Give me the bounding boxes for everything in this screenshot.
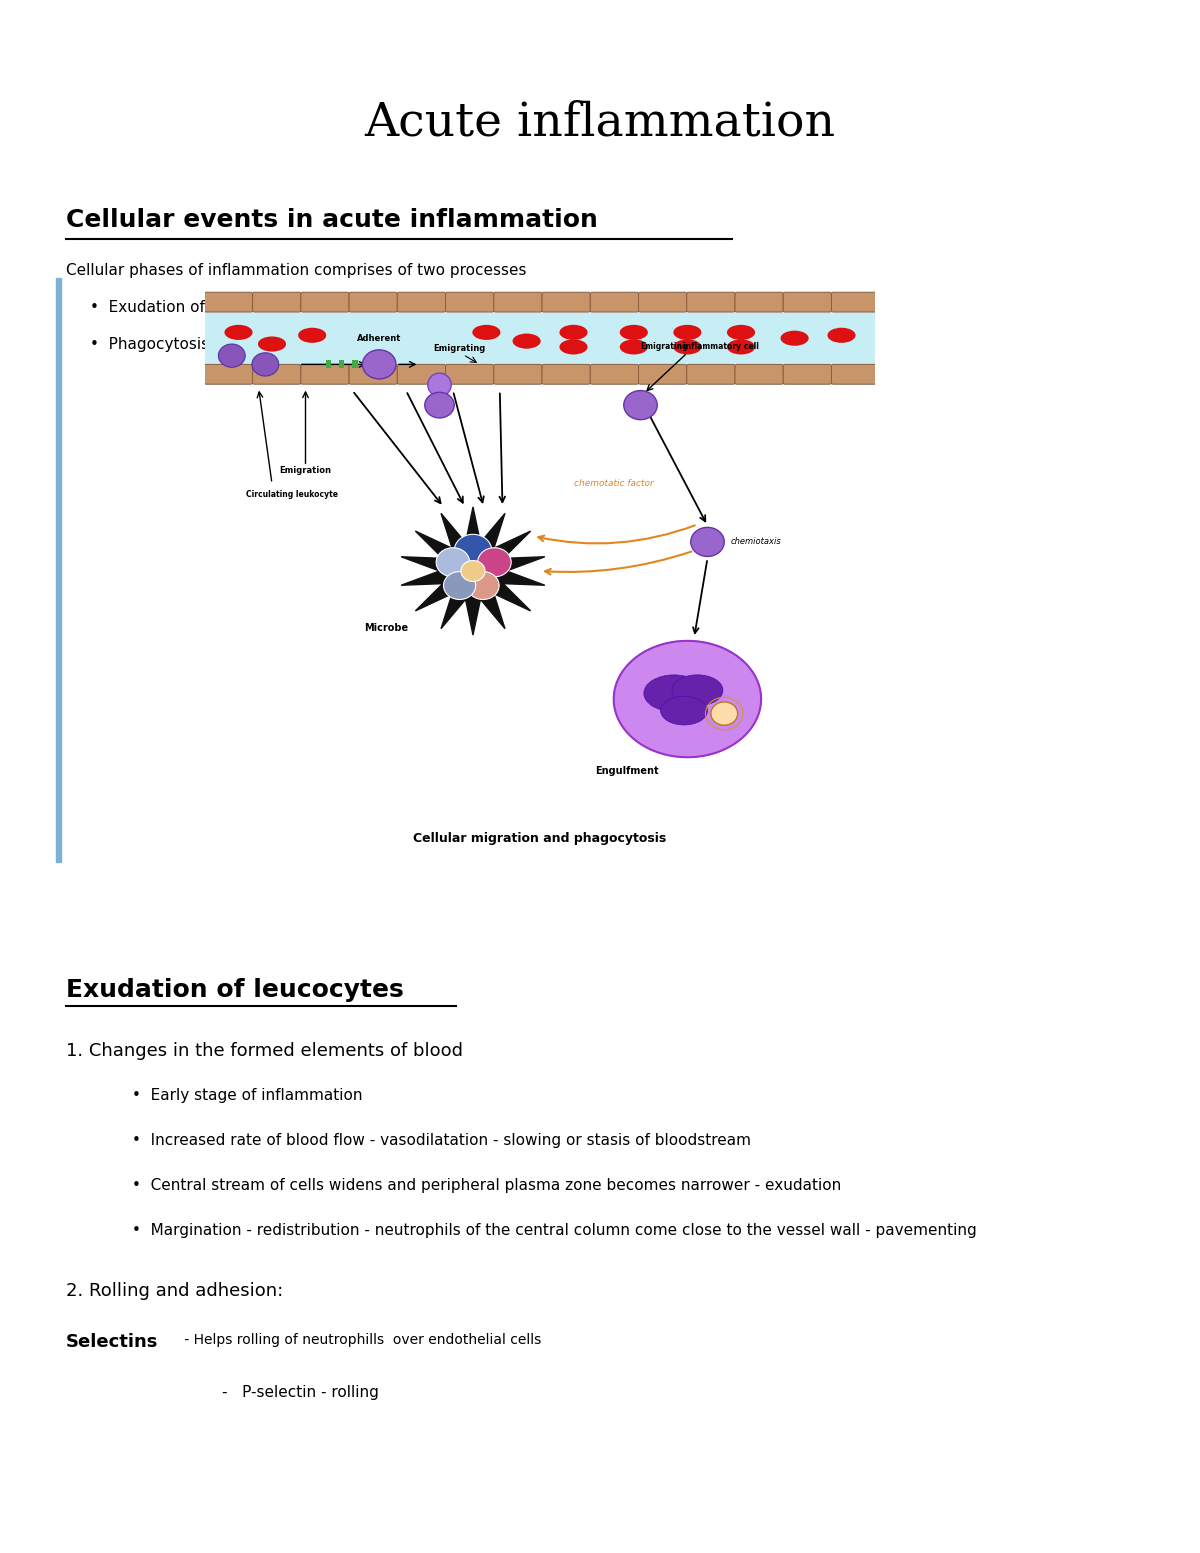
FancyBboxPatch shape — [204, 292, 252, 312]
Circle shape — [436, 548, 469, 576]
Bar — [56, 278, 61, 862]
Circle shape — [444, 572, 475, 599]
FancyBboxPatch shape — [734, 365, 784, 384]
Text: chemiotaxis: chemiotaxis — [731, 537, 781, 547]
Polygon shape — [401, 506, 545, 635]
Circle shape — [455, 534, 492, 567]
Circle shape — [478, 548, 511, 576]
Text: •  Early stage of inflammation: • Early stage of inflammation — [132, 1089, 362, 1103]
Circle shape — [362, 349, 396, 379]
Circle shape — [691, 528, 725, 556]
Text: Acute inflammation: Acute inflammation — [365, 99, 835, 146]
Text: •  Increased rate of blood flow - vasodilatation - slowing or stasis of bloodstr: • Increased rate of blood flow - vasodil… — [132, 1134, 751, 1148]
FancyBboxPatch shape — [301, 292, 349, 312]
FancyBboxPatch shape — [686, 292, 734, 312]
Text: Engulfment: Engulfment — [595, 766, 659, 776]
FancyBboxPatch shape — [301, 365, 349, 384]
Circle shape — [252, 353, 278, 376]
FancyBboxPatch shape — [349, 292, 397, 312]
FancyBboxPatch shape — [686, 365, 734, 384]
Ellipse shape — [661, 696, 708, 725]
Text: Emigrating: Emigrating — [433, 343, 486, 353]
FancyBboxPatch shape — [204, 365, 252, 384]
FancyBboxPatch shape — [542, 365, 590, 384]
Ellipse shape — [427, 373, 451, 396]
FancyBboxPatch shape — [445, 292, 493, 312]
Circle shape — [218, 345, 245, 368]
Bar — [325, 360, 331, 368]
FancyBboxPatch shape — [542, 292, 590, 312]
FancyBboxPatch shape — [832, 292, 880, 312]
Text: Cellular migration and phagocytosis: Cellular migration and phagocytosis — [413, 831, 667, 845]
Circle shape — [467, 572, 499, 599]
Text: Selectins: Selectins — [66, 1332, 158, 1351]
Ellipse shape — [673, 340, 702, 354]
Ellipse shape — [672, 676, 722, 705]
Text: •  Central stream of cells widens and peripheral plasma zone becomes narrower - : • Central stream of cells widens and per… — [132, 1179, 841, 1193]
Ellipse shape — [727, 340, 755, 354]
Text: Microbe: Microbe — [364, 623, 408, 634]
Ellipse shape — [828, 328, 856, 343]
Text: - Helps rolling of neutrophills  over endothelial cells: - Helps rolling of neutrophills over end… — [180, 1332, 541, 1346]
Text: •  Exudation of leucocytes: • Exudation of leucocytes — [90, 300, 292, 315]
Text: •  Margination - redistribution - neutrophils of the central column come close t: • Margination - redistribution - neutrop… — [132, 1224, 977, 1238]
Circle shape — [710, 702, 738, 725]
Text: Adherent: Adherent — [358, 334, 401, 343]
FancyBboxPatch shape — [784, 292, 832, 312]
Text: -   P-selectin - rolling: - P-selectin - rolling — [222, 1385, 379, 1399]
Text: Cellular events in acute inflammation: Cellular events in acute inflammation — [66, 208, 598, 231]
Text: Cellular phases of inflammation comprises of two processes: Cellular phases of inflammation comprise… — [66, 262, 527, 278]
FancyBboxPatch shape — [397, 292, 445, 312]
Text: •  Phagocytosis: • Phagocytosis — [90, 337, 209, 353]
Polygon shape — [613, 641, 761, 758]
Ellipse shape — [673, 325, 702, 340]
Ellipse shape — [559, 340, 588, 354]
Text: ↗ inflammatory cell: ↗ inflammatory cell — [674, 342, 758, 351]
Circle shape — [461, 561, 485, 581]
Text: Emigration: Emigration — [280, 466, 331, 475]
Text: 1. Changes in the formed elements of blood: 1. Changes in the formed elements of blo… — [66, 1042, 463, 1061]
Circle shape — [425, 393, 455, 418]
FancyBboxPatch shape — [784, 365, 832, 384]
Text: chemotatic factor: chemotatic factor — [574, 480, 654, 488]
Text: Circulating leukocyte: Circulating leukocyte — [246, 489, 338, 499]
FancyBboxPatch shape — [638, 365, 686, 384]
Ellipse shape — [644, 676, 704, 711]
FancyBboxPatch shape — [349, 365, 397, 384]
FancyBboxPatch shape — [493, 292, 542, 312]
Ellipse shape — [619, 325, 648, 340]
Ellipse shape — [780, 331, 809, 346]
Ellipse shape — [224, 325, 252, 340]
FancyBboxPatch shape — [445, 365, 493, 384]
Circle shape — [624, 391, 658, 419]
FancyBboxPatch shape — [493, 365, 542, 384]
Bar — [340, 360, 344, 368]
FancyBboxPatch shape — [832, 365, 880, 384]
Bar — [205, 292, 875, 385]
Bar — [353, 360, 358, 368]
Text: Emigrating: Emigrating — [641, 342, 688, 351]
Ellipse shape — [727, 325, 755, 340]
FancyBboxPatch shape — [590, 365, 638, 384]
Ellipse shape — [619, 340, 648, 354]
FancyBboxPatch shape — [638, 292, 686, 312]
FancyBboxPatch shape — [397, 365, 445, 384]
Text: 2. Rolling and adhesion:: 2. Rolling and adhesion: — [66, 1281, 283, 1300]
Ellipse shape — [559, 325, 588, 340]
FancyBboxPatch shape — [252, 365, 301, 384]
Ellipse shape — [298, 328, 326, 343]
Ellipse shape — [258, 337, 286, 351]
Text: Exudation of leucocytes: Exudation of leucocytes — [66, 978, 403, 1002]
Ellipse shape — [473, 325, 500, 340]
FancyBboxPatch shape — [734, 292, 784, 312]
Ellipse shape — [512, 334, 541, 349]
FancyBboxPatch shape — [590, 292, 638, 312]
FancyBboxPatch shape — [252, 292, 301, 312]
